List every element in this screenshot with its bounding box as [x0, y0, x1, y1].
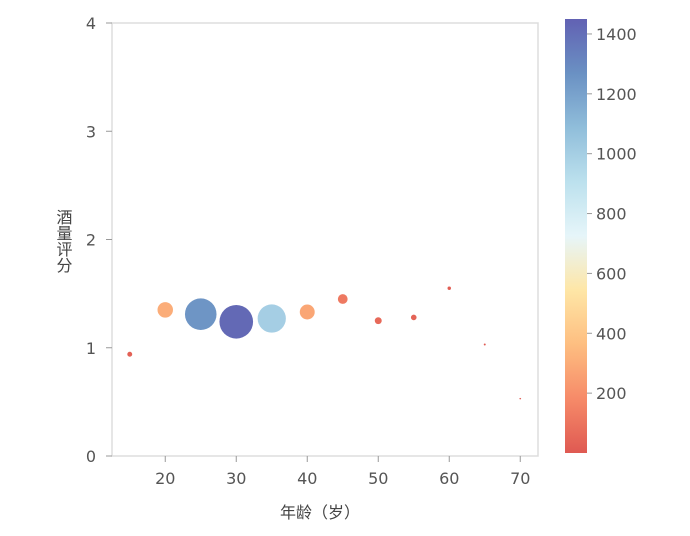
y-tick-label: 0: [86, 447, 96, 466]
x-tick-label: 50: [368, 469, 388, 488]
x-tick-label: 40: [297, 469, 317, 488]
plot-area: 20 30 40 50 60 70 0 1 2 3 4: [86, 14, 539, 488]
data-point: [157, 302, 173, 318]
data-point: [410, 314, 417, 321]
data-point: [127, 351, 133, 357]
x-tick-label: 30: [226, 469, 246, 488]
colorbar-tick-label: 200: [596, 384, 627, 403]
data-point: [299, 304, 315, 320]
colorbar-tick-label: 800: [596, 205, 627, 224]
data-point: [374, 317, 382, 325]
x-tick-label: 20: [155, 469, 175, 488]
data-point: [257, 304, 286, 333]
colorbar-tick-label: 1000: [596, 145, 637, 164]
y-tick-label: 4: [86, 14, 96, 33]
data-point: [447, 286, 451, 290]
y-axis-title: 酒量评分: [54, 209, 73, 274]
y-axis: 0 1 2 3 4: [86, 14, 112, 466]
data-point: [184, 298, 217, 330]
y-tick-label: 2: [86, 231, 96, 250]
y-tick-label: 1: [86, 339, 96, 358]
x-tick-label: 60: [439, 469, 459, 488]
data-point: [337, 294, 348, 304]
colorbar: 200 400 600 800 1000 1200 1400: [565, 19, 637, 453]
colorbar-tick-label: 600: [596, 264, 627, 283]
data-point: [519, 397, 522, 400]
data-points: [127, 286, 522, 400]
data-point: [219, 304, 254, 339]
colorbar-ticks: 200 400 600 800 1000 1200 1400: [587, 25, 637, 403]
colorbar-tick-label: 400: [596, 324, 627, 343]
colorbar-tick-label: 1400: [596, 25, 637, 44]
colorbar-gradient: [565, 19, 587, 453]
x-axis: 20 30 40 50 60 70: [155, 456, 530, 488]
data-point: [483, 343, 486, 346]
x-tick-label: 70: [510, 469, 530, 488]
plot-frame: [111, 22, 539, 457]
y-tick-label: 3: [86, 122, 96, 141]
colorbar-tick-label: 1200: [596, 85, 637, 104]
x-axis-title: 年龄（岁）: [280, 503, 360, 522]
